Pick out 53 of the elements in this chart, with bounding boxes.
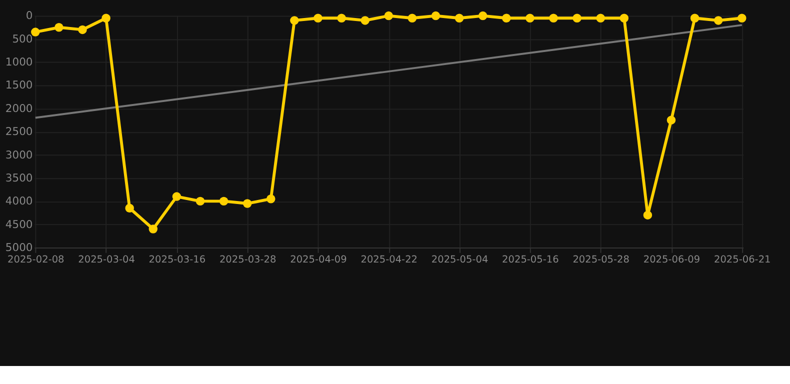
point <box>148 224 158 234</box>
y-tick-label: 4000 <box>5 194 33 208</box>
y-tick-label: 0 <box>26 9 33 22</box>
x-tick-label: 2025-06-09 <box>643 254 700 266</box>
point <box>54 23 64 32</box>
y-tick-label: 2500 <box>5 125 33 138</box>
point <box>314 14 322 22</box>
point <box>266 194 276 204</box>
point <box>572 14 582 22</box>
x-tick-label: 2025-05-16 <box>502 254 559 266</box>
y-tick-label: 1500 <box>5 78 33 92</box>
point <box>478 11 488 20</box>
y-tick-label: 3500 <box>5 171 33 184</box>
point <box>666 116 676 124</box>
point <box>502 14 511 22</box>
x-tick-label: 2025-03-16 <box>148 254 206 266</box>
point <box>125 204 134 212</box>
x-tick-label: 2025-03-04 <box>78 254 135 266</box>
point <box>102 14 110 22</box>
point <box>526 14 534 22</box>
y-tick-label: 4500 <box>5 218 33 231</box>
point <box>384 11 394 20</box>
y-tick-label: 2000 <box>5 102 33 115</box>
point <box>242 199 252 208</box>
x-tick-label: 2025-02-08 <box>8 254 64 266</box>
point <box>620 14 629 22</box>
x-tick-label: 2025-03-28 <box>219 254 276 266</box>
point <box>290 16 299 25</box>
point <box>172 192 182 201</box>
point <box>454 14 464 22</box>
y-tick-label: 5000 <box>5 240 33 254</box>
point <box>337 14 346 22</box>
point <box>431 11 440 20</box>
x-tick-label: 2025-06-21 <box>714 254 771 266</box>
point <box>643 210 652 220</box>
point <box>196 196 205 206</box>
x-tick-label: 2025-05-28 <box>572 254 630 266</box>
point <box>360 16 370 25</box>
y-tick-label: 1000 <box>5 56 33 69</box>
point <box>31 28 40 36</box>
point <box>219 196 228 206</box>
point <box>596 14 605 22</box>
point <box>78 25 87 34</box>
x-tick-label: 2025-04-22 <box>360 254 418 266</box>
point <box>738 14 746 22</box>
point <box>549 14 558 22</box>
y-tick-label: 3000 <box>5 148 33 162</box>
x-tick-label: 2025-04-09 <box>290 254 347 266</box>
point <box>408 14 417 22</box>
point <box>690 14 700 22</box>
x-tick-label: 2025-05-04 <box>431 254 488 266</box>
y-tick-label: 500 <box>12 32 33 46</box>
point <box>714 16 723 25</box>
